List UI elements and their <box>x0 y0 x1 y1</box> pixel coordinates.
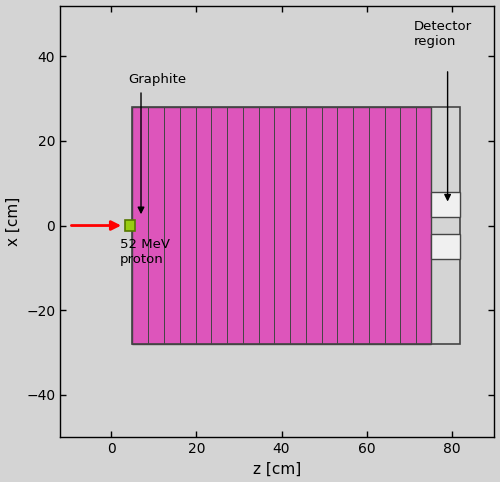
Text: Detector
region: Detector region <box>414 20 472 48</box>
Bar <box>132 107 460 344</box>
Bar <box>132 107 430 344</box>
Text: Graphite: Graphite <box>128 73 186 86</box>
Text: 52 MeV
proton: 52 MeV proton <box>120 238 170 266</box>
Bar <box>430 234 460 259</box>
Bar <box>132 107 430 344</box>
Bar <box>430 192 460 217</box>
Y-axis label: x [cm]: x [cm] <box>6 197 20 246</box>
Bar <box>125 220 136 230</box>
X-axis label: z [cm]: z [cm] <box>253 461 302 476</box>
